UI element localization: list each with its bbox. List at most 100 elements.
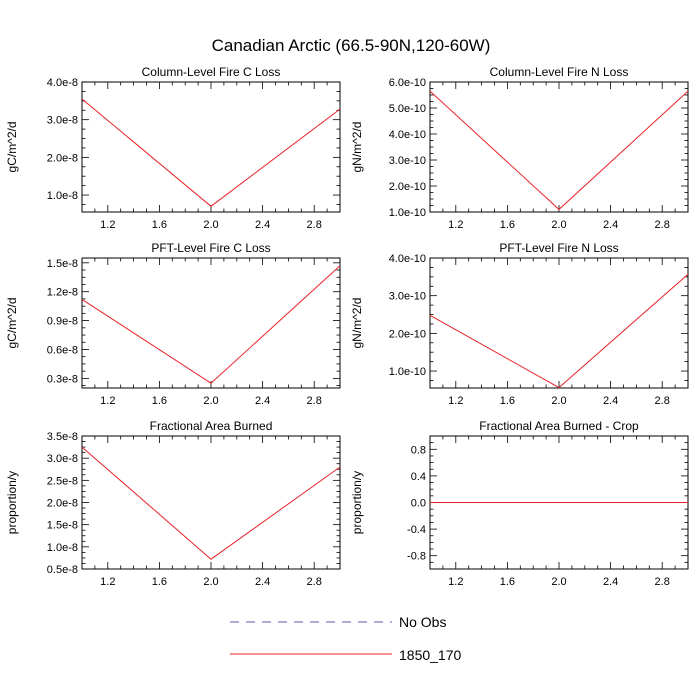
x-tick-label: 2.0 xyxy=(203,576,218,588)
x-ticks: 1.2 1.6 2.0 2.4 2.8 xyxy=(81,82,341,231)
y-tick-label: 3.0e-8 xyxy=(47,115,78,127)
y-tick-label: 0.8 xyxy=(411,444,426,456)
x-tick-label: 1.2 xyxy=(100,219,115,231)
y-tick-label: 3.0e-8 xyxy=(47,453,78,465)
x-tick-label: 1.6 xyxy=(152,219,167,231)
x-tick-label: 2.0 xyxy=(551,219,566,231)
panel-4: PFT-Level Fire N Loss gN/m^2/d 1.2 1.6 2.0 2.… xyxy=(350,241,689,407)
panel-2: Column-Level Fire N Loss gN/m^2/d 1.2 1.6 2.… xyxy=(350,65,689,231)
y-ticks: 0.5e-8 1.0e-8 1.5e-8 2.0e-8 2.5e-8 3.0e-8 3.5e… xyxy=(47,431,340,576)
x-tick-label: 2.0 xyxy=(551,395,566,407)
series-line xyxy=(81,98,341,207)
x-tick-label: 2.4 xyxy=(255,576,270,588)
figure-title: Canadian Arctic (66.5-90N,120-60W) xyxy=(212,36,491,55)
y-tick-label: 3.0e-10 xyxy=(389,291,426,303)
x-tick-label: 2.8 xyxy=(307,219,322,231)
y-axis-label: proportion/y xyxy=(5,471,19,534)
y-tick-label: 5.0e-10 xyxy=(389,103,426,115)
x-ticks: 1.2 1.6 2.0 2.4 2.8 xyxy=(429,82,689,231)
y-axis-label: gC/m^2/d xyxy=(5,298,19,349)
panel-frame xyxy=(81,435,341,570)
y-tick-label: 2.0e-8 xyxy=(47,152,78,164)
x-tick-label: 1.6 xyxy=(500,395,515,407)
panel-title: Fractional Area Burned xyxy=(150,419,273,433)
panel-frame xyxy=(81,81,341,213)
y-tick-label: 2.0e-10 xyxy=(389,328,426,340)
panel-frame xyxy=(429,81,689,213)
y-ticks: 1.0e-10 2.0e-10 3.0e-10 4.0e-10 5.0e-10 6.0e-… xyxy=(389,77,688,219)
x-tick-label: 2.8 xyxy=(655,576,670,588)
y-axis-label: gN/m^2/d xyxy=(350,122,364,173)
legend-label-no-obs: No Obs xyxy=(399,614,446,630)
panel-title: Column-Level Fire N Loss xyxy=(490,65,629,79)
x-tick-label: 1.2 xyxy=(448,219,463,231)
series-line xyxy=(429,90,689,211)
x-tick-label: 1.6 xyxy=(152,576,167,588)
series-line xyxy=(429,273,689,389)
x-tick-label: 1.2 xyxy=(100,395,115,407)
x-tick-label: 2.4 xyxy=(603,219,618,231)
y-ticks: 1.0e-10 2.0e-10 3.0e-10 4.0e-10 xyxy=(389,253,688,381)
y-tick-label: 2.0e-8 xyxy=(47,498,78,510)
legend: No Obs 1850_170 xyxy=(230,614,462,663)
panel-title: PFT-Level Fire C Loss xyxy=(151,241,270,255)
legend-label-1850-170: 1850_170 xyxy=(399,647,462,663)
y-tick-label: 0.6e-8 xyxy=(47,344,78,356)
x-tick-label: 2.4 xyxy=(255,219,270,231)
panel-frame xyxy=(81,257,341,389)
y-tick-label: 1.0e-10 xyxy=(389,207,426,219)
y-tick-label: 2.5e-8 xyxy=(47,475,78,487)
y-tick-label: 4.0e-10 xyxy=(389,253,426,265)
y-tick-label: 4.0e-8 xyxy=(47,77,78,89)
panels: Column-Level Fire C Loss gC/m^2/d 1.2 1.6 2.… xyxy=(5,65,689,588)
y-ticks: -0.8 -0.4 0.0 0.4 0.8 xyxy=(407,435,688,570)
x-tick-label: 2.0 xyxy=(203,219,218,231)
y-tick-label: 0.5e-8 xyxy=(47,564,78,576)
panel-5: Fractional Area Burned proportion/y 1.2 1.6… xyxy=(5,419,341,588)
y-ticks: 1.0e-8 2.0e-8 3.0e-8 4.0e-8 xyxy=(47,77,340,205)
x-tick-label: 2.4 xyxy=(603,576,618,588)
panel-3: PFT-Level Fire C Loss gC/m^2/d 1.2 1.6 2.0 2.… xyxy=(5,241,341,407)
x-ticks: 1.2 1.6 2.0 2.4 2.8 xyxy=(429,436,689,588)
x-tick-label: 1.6 xyxy=(500,576,515,588)
x-tick-label: 2.4 xyxy=(255,395,270,407)
y-tick-label: 0.0 xyxy=(411,498,426,510)
y-tick-label: 6.0e-10 xyxy=(389,77,426,89)
y-tick-label: 1.5e-8 xyxy=(47,258,78,270)
x-tick-label: 1.2 xyxy=(448,576,463,588)
y-axis-label: proportion/y xyxy=(350,471,364,534)
y-axis-label: gN/m^2/d xyxy=(350,298,364,349)
panel-title: Column-Level Fire C Loss xyxy=(142,65,281,79)
x-tick-label: 2.8 xyxy=(307,395,322,407)
y-tick-label: 4.0e-10 xyxy=(389,129,426,141)
y-tick-label: 2.0e-10 xyxy=(389,181,426,193)
series-line xyxy=(81,446,341,560)
x-ticks: 1.2 1.6 2.0 2.4 2.8 xyxy=(81,258,341,407)
panel-1: Column-Level Fire C Loss gC/m^2/d 1.2 1.6 2.… xyxy=(5,65,341,231)
series-line xyxy=(81,265,341,384)
y-tick-label: 0.4 xyxy=(411,471,426,483)
y-tick-label: 1.5e-8 xyxy=(47,520,78,532)
y-tick-label: -0.4 xyxy=(407,524,426,536)
y-tick-label: 0.9e-8 xyxy=(47,316,78,328)
y-tick-label: 1.2e-8 xyxy=(47,287,78,299)
y-tick-label: 3.5e-8 xyxy=(47,431,78,443)
y-ticks: 0.3e-8 0.6e-8 0.9e-8 1.2e-8 1.5e-8 xyxy=(47,258,340,386)
x-tick-label: 2.0 xyxy=(203,395,218,407)
panel-title: PFT-Level Fire N Loss xyxy=(499,241,618,255)
y-tick-label: -0.8 xyxy=(407,551,426,563)
x-tick-label: 1.6 xyxy=(500,219,515,231)
x-tick-label: 2.0 xyxy=(551,576,566,588)
panel-title: Fractional Area Burned - Crop xyxy=(479,419,639,433)
y-tick-label: 0.3e-8 xyxy=(47,373,78,385)
x-tick-label: 2.8 xyxy=(655,219,670,231)
x-tick-label: 2.8 xyxy=(655,395,670,407)
y-tick-label: 3.0e-10 xyxy=(389,155,426,167)
x-tick-label: 1.2 xyxy=(448,395,463,407)
x-ticks: 1.2 1.6 2.0 2.4 2.8 xyxy=(81,436,341,588)
x-tick-label: 1.2 xyxy=(100,576,115,588)
y-tick-label: 1.0e-8 xyxy=(47,190,78,202)
x-tick-label: 2.4 xyxy=(603,395,618,407)
x-ticks: 1.2 1.6 2.0 2.4 2.8 xyxy=(429,258,689,407)
